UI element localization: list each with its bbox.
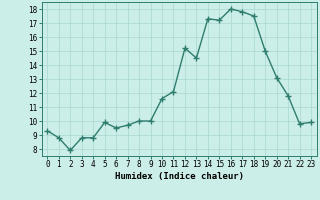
X-axis label: Humidex (Indice chaleur): Humidex (Indice chaleur) (115, 172, 244, 181)
